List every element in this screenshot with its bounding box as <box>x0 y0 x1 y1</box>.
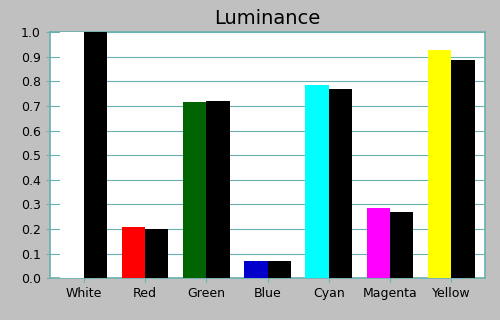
Bar <box>452 60 474 278</box>
Bar <box>183 102 206 278</box>
Bar <box>206 101 230 278</box>
Bar <box>122 227 145 278</box>
Title: Luminance: Luminance <box>214 9 320 28</box>
Bar <box>367 208 390 278</box>
Bar <box>329 89 352 278</box>
Bar <box>390 212 413 278</box>
Bar <box>84 32 107 278</box>
Bar <box>145 229 168 278</box>
Bar <box>306 85 329 278</box>
Bar <box>244 261 268 278</box>
Bar <box>428 51 452 278</box>
Bar <box>60 32 84 278</box>
Bar <box>268 261 291 278</box>
